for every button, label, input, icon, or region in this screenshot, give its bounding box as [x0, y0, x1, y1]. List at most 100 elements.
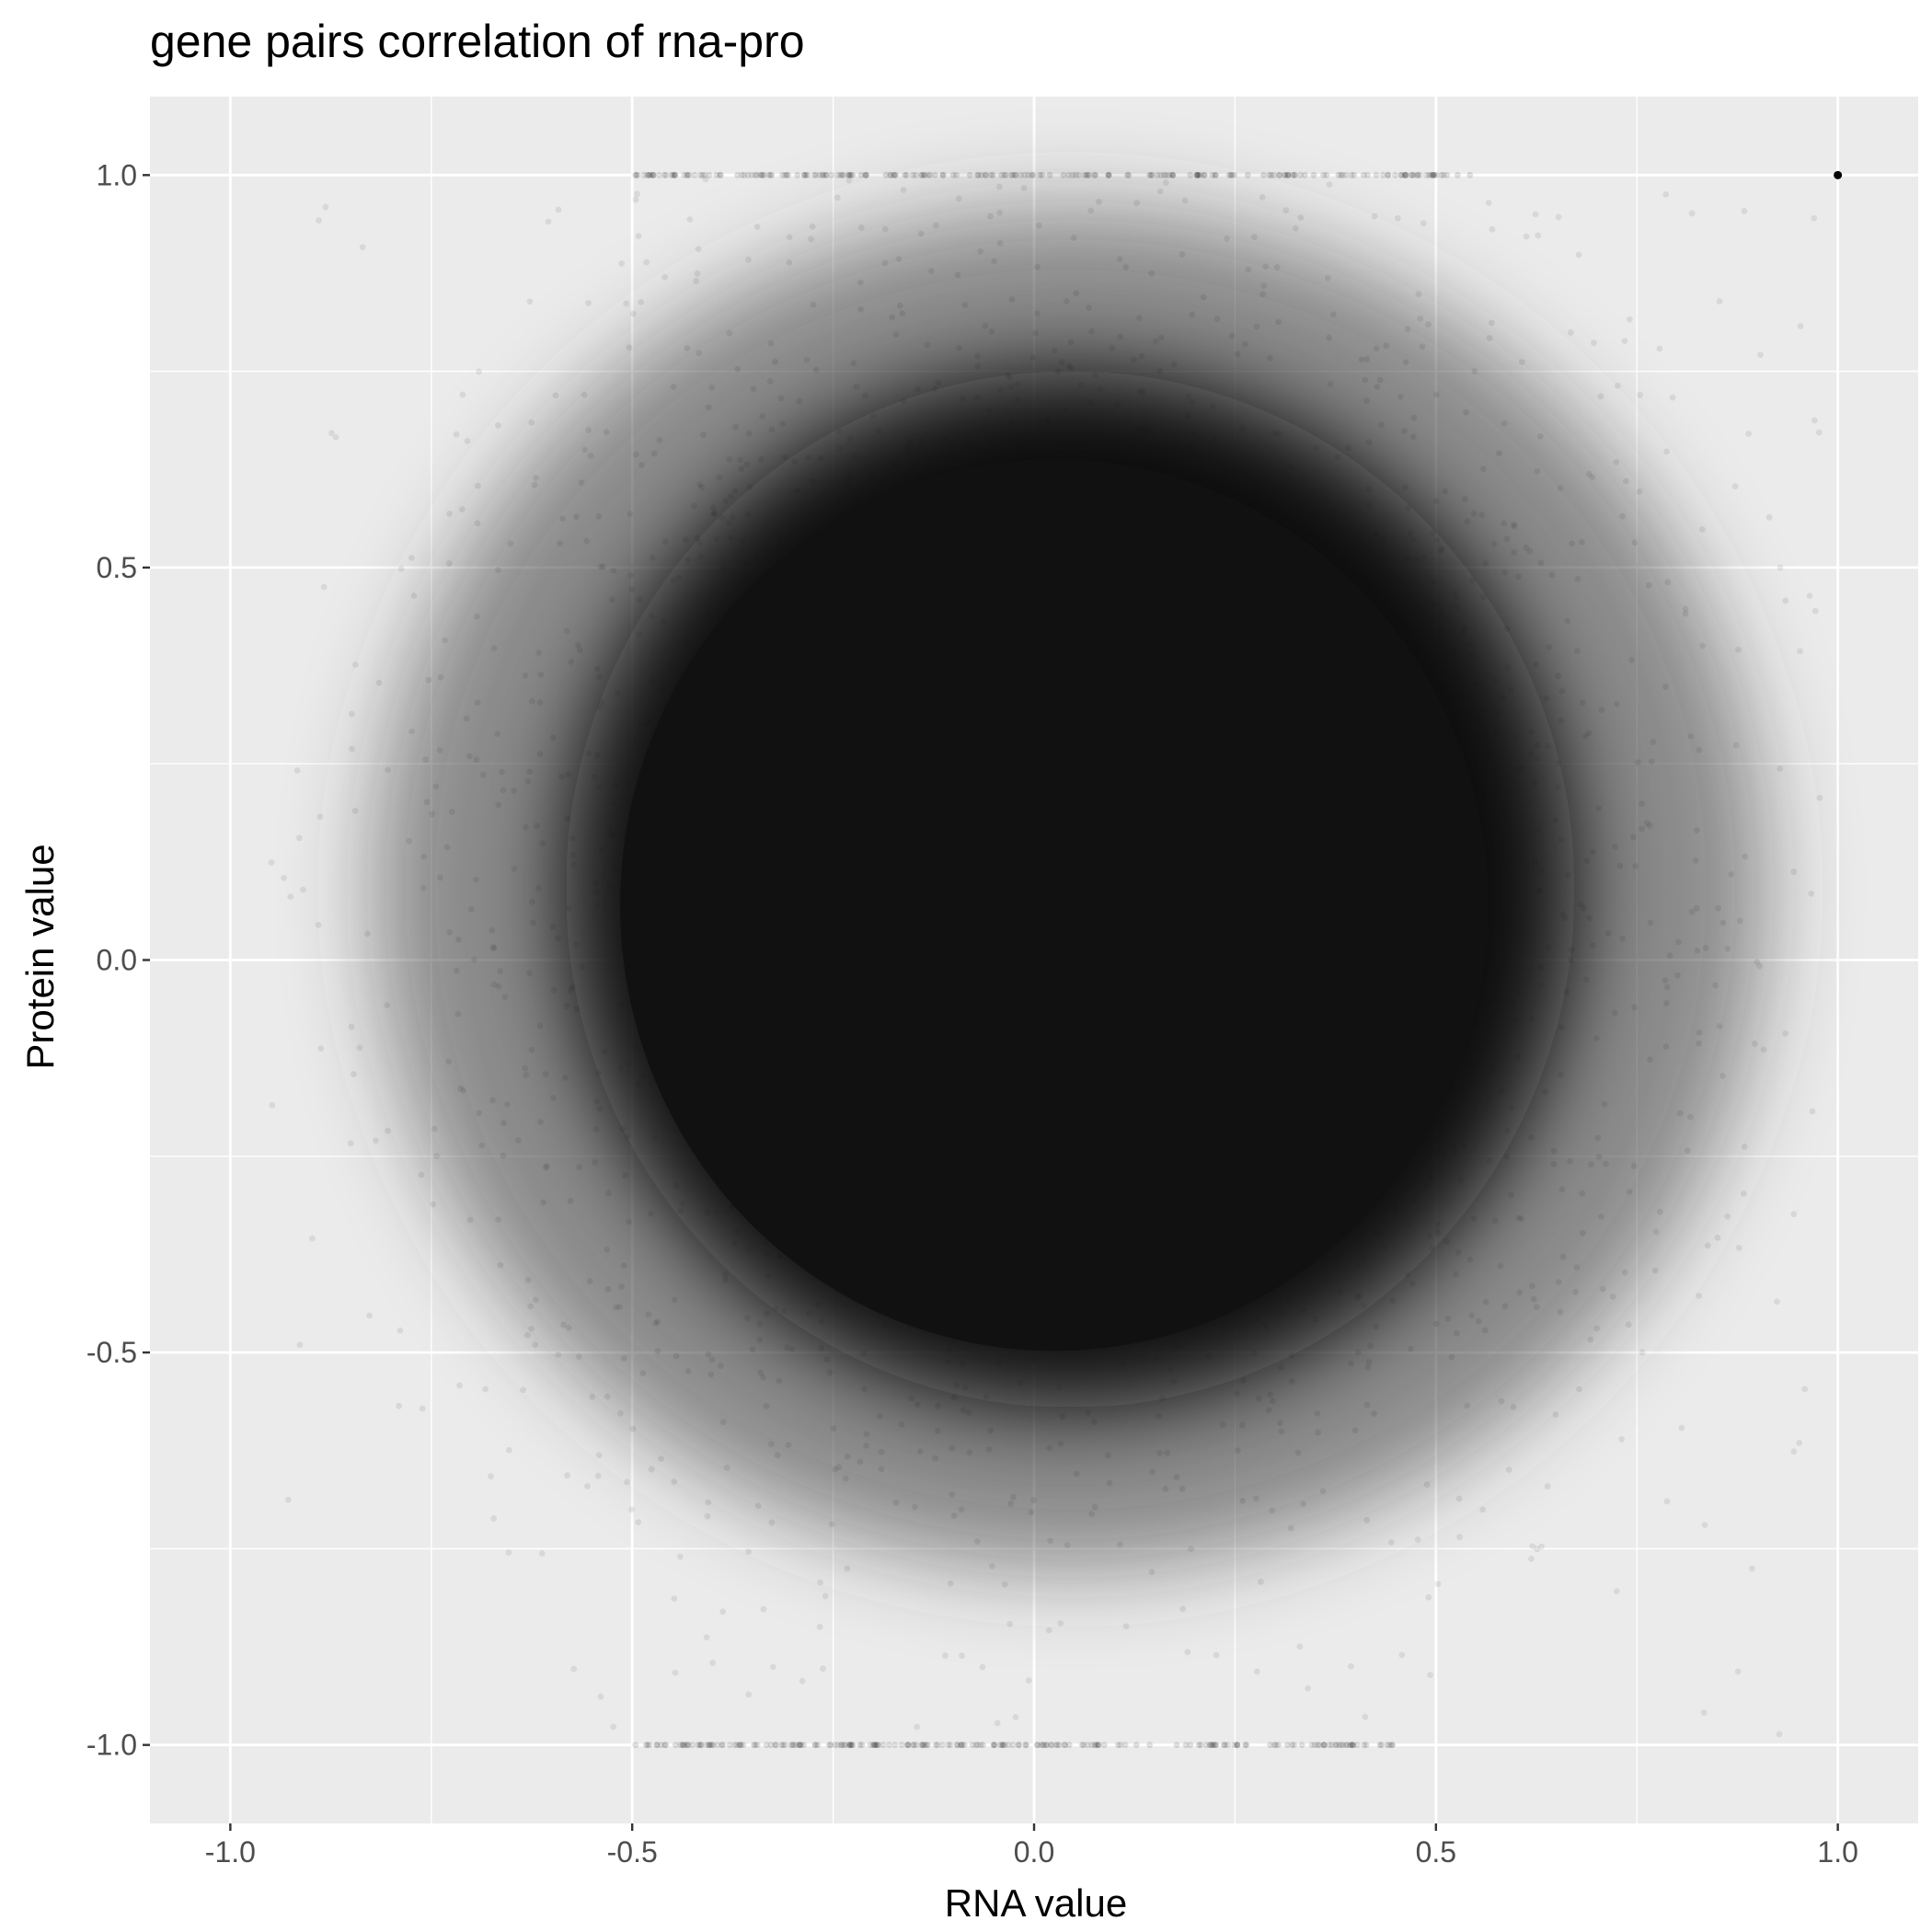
scatter-point	[987, 1427, 995, 1434]
scatter-point	[1573, 648, 1581, 654]
scatter-point	[1568, 329, 1574, 336]
scatter-point	[585, 427, 592, 433]
scatter-point	[745, 256, 752, 263]
scatter-point	[552, 392, 559, 399]
scatter-point	[1558, 717, 1565, 724]
scatter-point	[495, 1216, 502, 1224]
boundary-point	[939, 171, 947, 178]
scatter-point	[476, 368, 482, 375]
boundary-point	[939, 171, 947, 178]
scatter-point	[1684, 1147, 1691, 1155]
scatter-point	[914, 385, 922, 393]
x-tick-label: -0.5	[607, 1835, 658, 1869]
scatter-point	[586, 1278, 593, 1284]
scatter-point	[1288, 1378, 1295, 1385]
boundary-point	[1298, 1742, 1305, 1749]
boundary-point	[798, 1742, 805, 1749]
scatter-point	[1109, 344, 1116, 351]
scatter-point	[1463, 408, 1470, 416]
scatter-point	[1371, 213, 1378, 220]
scatter-point	[505, 1446, 512, 1454]
scatter-point	[1597, 393, 1604, 400]
scatter-point	[436, 874, 443, 881]
scatter-point	[1692, 857, 1699, 864]
scatter-point	[1086, 305, 1092, 311]
scatter-point	[1414, 1536, 1421, 1543]
scatter-point	[1736, 917, 1743, 925]
boundary-point	[662, 1742, 670, 1749]
scatter-point	[1530, 1295, 1537, 1303]
scatter-point	[924, 341, 931, 349]
boundary-point	[779, 171, 786, 178]
scatter-point	[745, 1691, 753, 1698]
boundary-point	[1146, 171, 1153, 178]
scatter-point	[1526, 547, 1534, 555]
scatter-point	[857, 305, 865, 313]
scatter-point	[549, 923, 557, 930]
boundary-point	[989, 171, 996, 178]
boundary-point	[1360, 171, 1367, 178]
scatter-point	[1486, 335, 1493, 341]
boundary-point	[1338, 171, 1344, 178]
scatter-point	[1662, 1000, 1670, 1006]
scatter-point	[1587, 1336, 1594, 1343]
scatter-point	[1652, 1228, 1660, 1236]
scatter-point	[1754, 959, 1761, 965]
boundary-point	[669, 171, 676, 178]
scatter-point	[293, 767, 301, 774]
scatter-point	[844, 1565, 851, 1572]
scatter-point	[523, 1072, 530, 1078]
boundary-point	[1206, 1742, 1213, 1749]
scatter-point	[497, 968, 504, 974]
scatter-point	[1314, 1410, 1321, 1417]
scatter-point	[472, 876, 479, 883]
scatter-point	[423, 799, 431, 806]
scatter-point	[1815, 429, 1823, 436]
scatter-point	[589, 1393, 596, 1400]
scatter-point	[756, 1320, 764, 1328]
boundary-point	[1243, 1742, 1250, 1749]
scatter-point	[705, 404, 712, 411]
scatter-point	[1046, 1444, 1053, 1452]
scatter-point	[1034, 263, 1041, 270]
scatter-point	[559, 515, 567, 523]
boundary-point	[1373, 171, 1380, 178]
scatter-point	[704, 1512, 711, 1520]
scatter-point	[490, 944, 498, 951]
scatter-point	[1462, 496, 1468, 502]
scatter-point	[1611, 1009, 1618, 1017]
scatter-point	[316, 813, 324, 821]
scatter-point	[1007, 1501, 1014, 1508]
boundary-point	[858, 1742, 866, 1749]
boundary-point	[904, 1742, 912, 1749]
scatter-point	[560, 1321, 568, 1328]
scatter-point	[385, 766, 391, 774]
scatter-point	[1797, 648, 1803, 655]
boundary-point	[759, 171, 766, 178]
boundary-point	[849, 1742, 857, 1749]
scatter-point	[966, 1449, 973, 1456]
boundary-point	[701, 171, 708, 178]
scatter-point	[1696, 746, 1703, 753]
scatter-point	[420, 884, 427, 891]
scatter-point	[1468, 1312, 1476, 1319]
scatter-point	[1731, 483, 1739, 490]
scatter-point	[351, 808, 359, 814]
boundary-point	[661, 1742, 668, 1749]
y-tick-label: -0.5	[86, 1336, 137, 1369]
scatter-point	[1622, 477, 1629, 485]
scatter-point	[1239, 1421, 1246, 1429]
boundary-point	[1292, 171, 1299, 178]
scatter-point	[634, 190, 640, 198]
scatter-point	[550, 986, 558, 994]
scatter-point	[629, 310, 637, 317]
scatter-point	[1598, 707, 1605, 714]
scatter-point	[796, 397, 803, 405]
boundary-point	[680, 1742, 686, 1749]
boundary-point	[1339, 171, 1346, 178]
boundary-point	[689, 1742, 696, 1749]
scatter-point	[942, 1652, 949, 1659]
boundary-point	[980, 1742, 987, 1749]
scatter-point	[1482, 559, 1489, 567]
scatter-point	[1676, 1110, 1684, 1117]
